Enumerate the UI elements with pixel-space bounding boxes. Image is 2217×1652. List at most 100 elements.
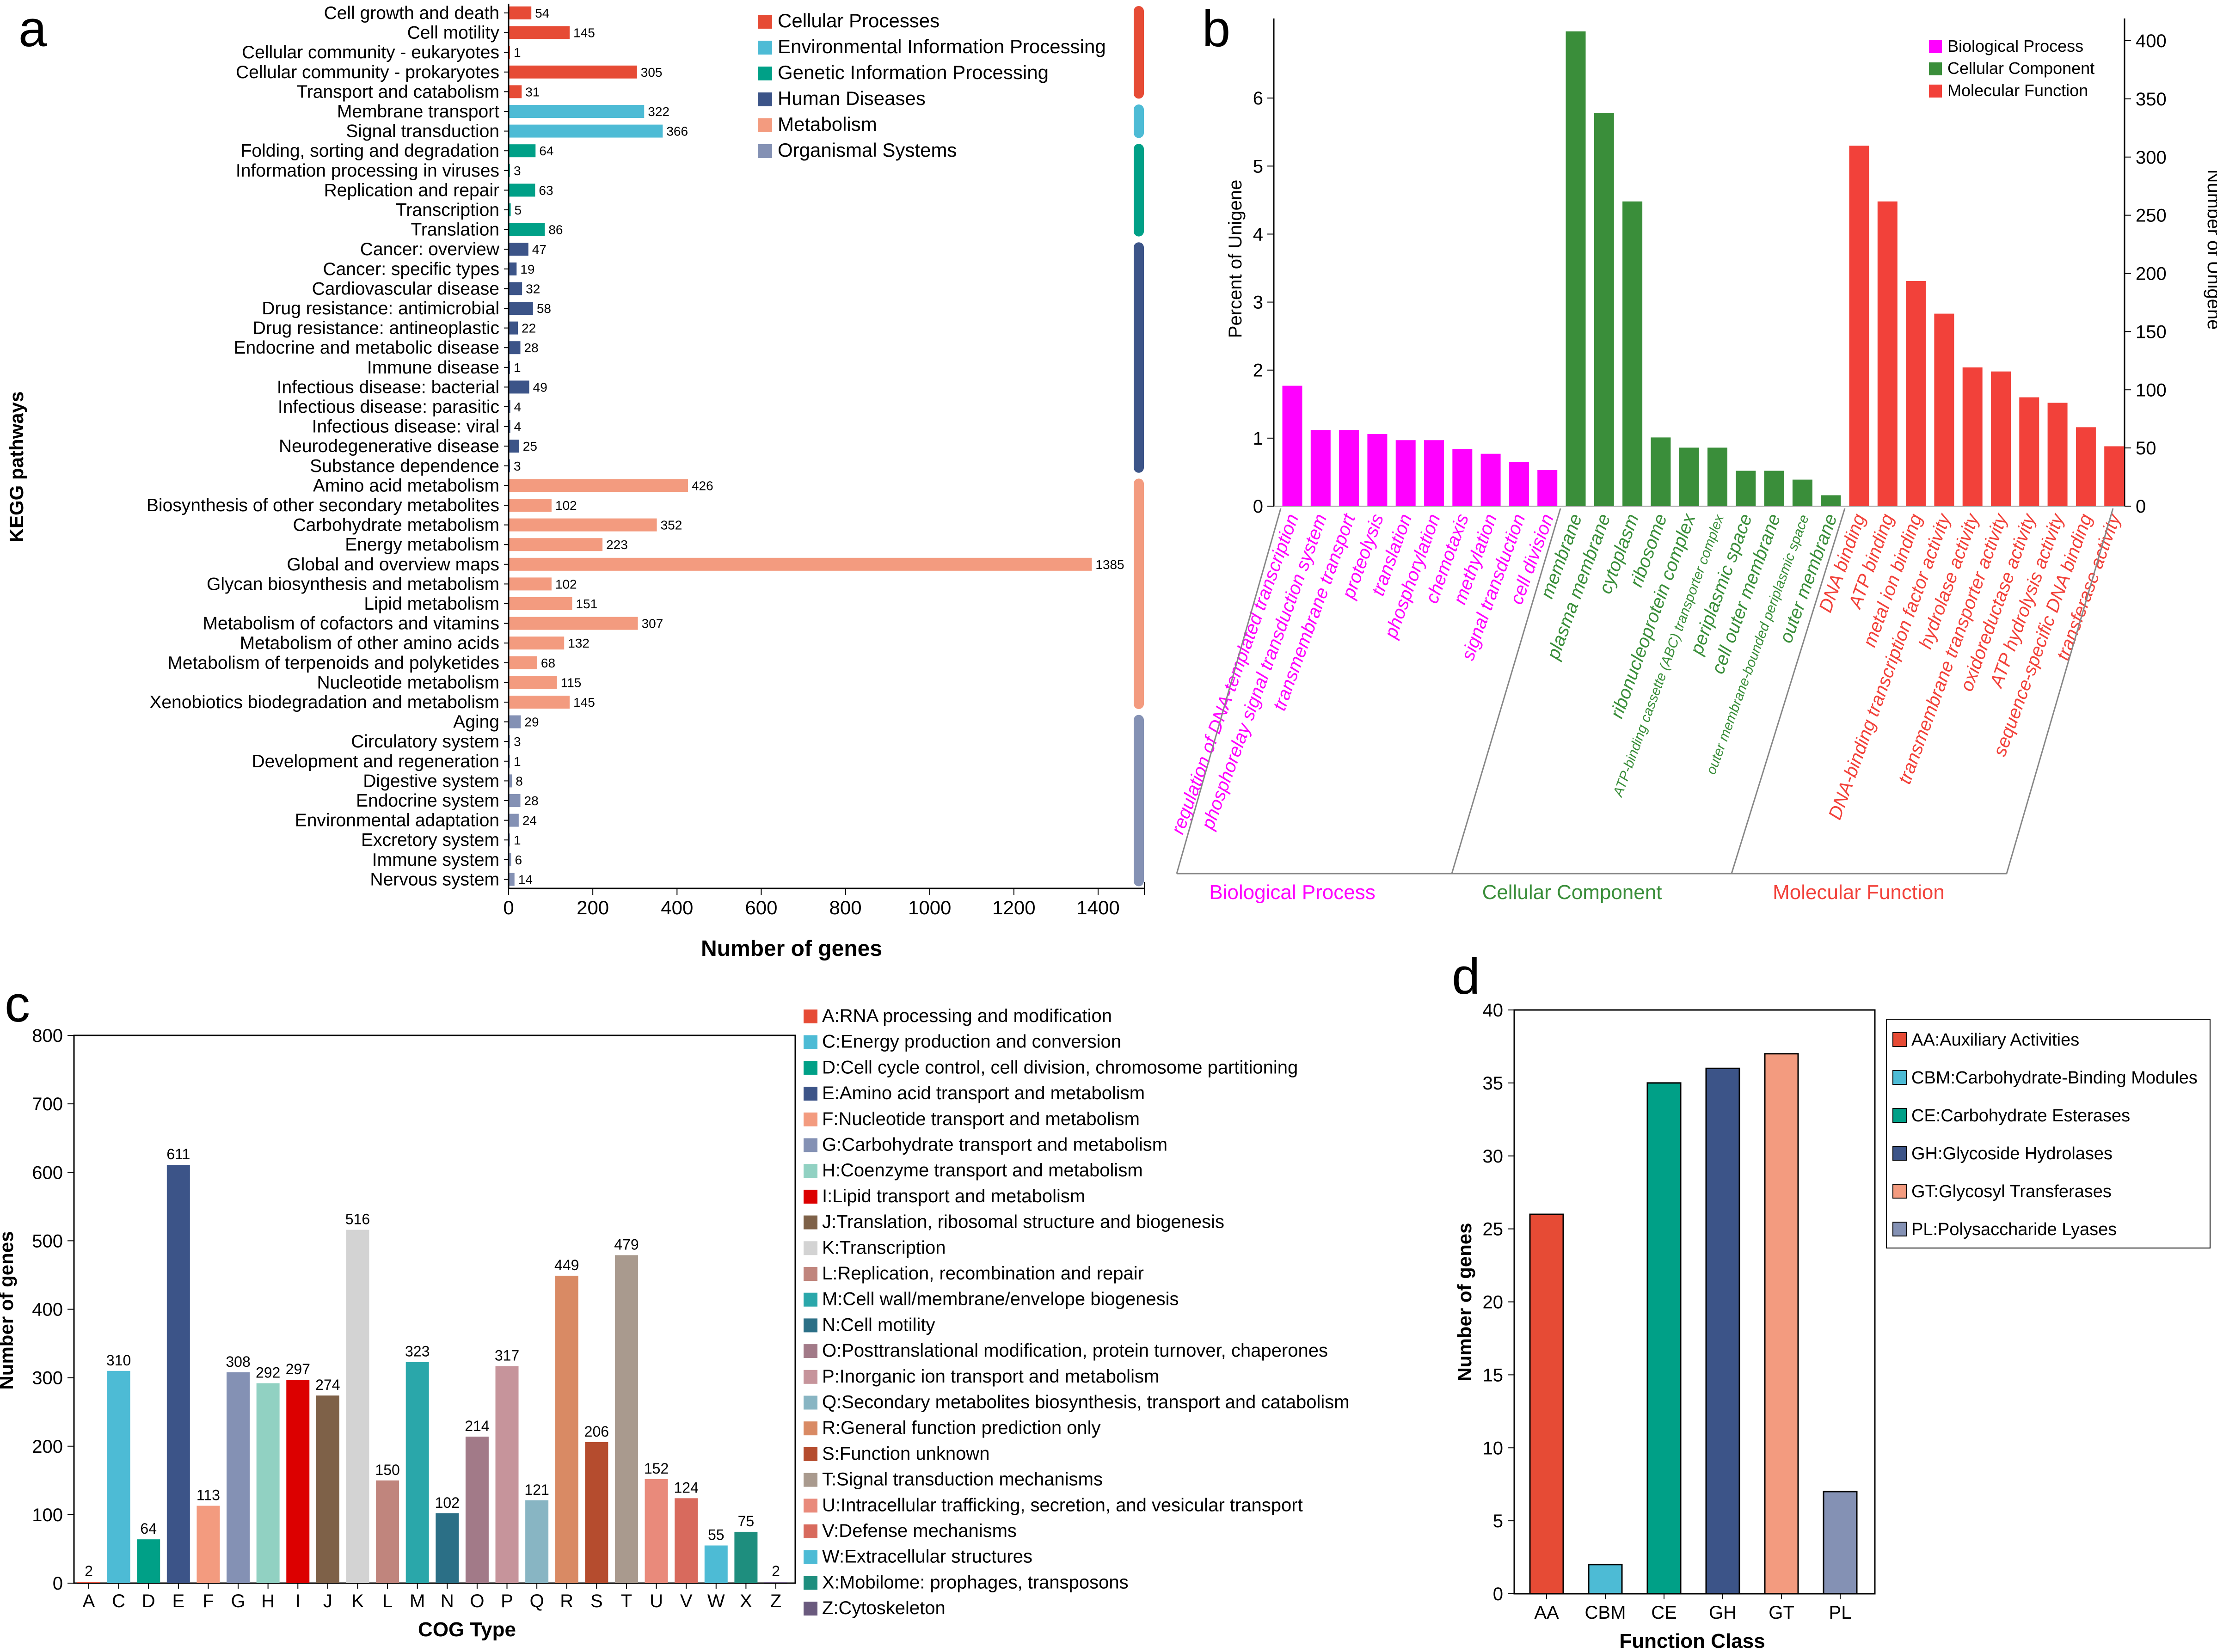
- kegg-category-label: Immune system: [372, 850, 499, 870]
- kegg-bar-value: 68: [541, 656, 555, 670]
- group-divider: [1731, 508, 1846, 874]
- cog-bar: [734, 1531, 758, 1583]
- cog-bar: [465, 1437, 489, 1583]
- go-bar: [1764, 471, 1784, 506]
- legend-label: N:Cell motility: [822, 1315, 935, 1335]
- y-tick-label: 30: [1483, 1146, 1504, 1167]
- y-tick-label: 25: [1483, 1219, 1504, 1240]
- kegg-bar: [509, 656, 537, 669]
- legend-swatch: [1892, 1070, 1907, 1085]
- legend-swatch: [804, 1112, 817, 1126]
- kegg-category-label: Information processing in viruses: [236, 161, 499, 181]
- x-tick-label: X: [740, 1591, 752, 1611]
- kegg-category-label: Global and overview maps: [287, 555, 499, 575]
- legend-label: E:Amino acid transport and metabolism: [822, 1083, 1145, 1103]
- kegg-bar: [509, 380, 529, 394]
- x-tick-label: M: [410, 1591, 425, 1611]
- cog-bar: [137, 1539, 160, 1583]
- legend-label: S:Function unknown: [822, 1444, 989, 1464]
- kegg-category-label: Biosynthesis of other secondary metaboli…: [147, 496, 499, 515]
- x-tick-label: I: [295, 1591, 301, 1611]
- cog-bar-value: 121: [524, 1481, 549, 1498]
- legend-label: GT:Glycosyl Transferases: [1911, 1182, 2112, 1201]
- group-divider: [1176, 508, 1282, 874]
- kegg-bar-value: 6: [515, 853, 522, 867]
- x-tick-label: S: [590, 1591, 603, 1611]
- legend-swatch: [804, 1138, 817, 1152]
- right-tick-label: 150: [2136, 322, 2167, 342]
- kegg-bar: [509, 617, 638, 630]
- group-strip: [1134, 478, 1144, 709]
- kegg-bar: [509, 518, 657, 532]
- group-strip: [1134, 242, 1144, 473]
- kegg-bar-value: 3: [514, 164, 521, 178]
- legend-swatch: [804, 1499, 817, 1513]
- kegg-category-label: Metabolism of cofactors and vitamins: [203, 614, 499, 634]
- x-tick-label: 400: [661, 897, 693, 918]
- cog-bar: [376, 1480, 399, 1583]
- cog-bar: [107, 1371, 130, 1583]
- kegg-category-label: Circulatory system: [351, 732, 499, 752]
- legend-label: W:Extracellular structures: [822, 1547, 1032, 1567]
- kegg-bar: [509, 696, 570, 709]
- go-bar: [1282, 385, 1302, 506]
- go-bar: [1962, 367, 1983, 506]
- legend-swatch: [1892, 1146, 1907, 1161]
- legend-swatch: [758, 67, 772, 80]
- legend-label: Genetic Information Processing: [778, 61, 1049, 83]
- legend-label: Z:Cytoskeleton: [822, 1598, 946, 1618]
- x-tick-label: O: [470, 1591, 484, 1611]
- cog-bar-value: 102: [435, 1494, 460, 1511]
- legend-swatch: [804, 1215, 817, 1230]
- cazy-chart: 0 5 10 15 20 25 30 35 40 Number of genes Function …: [1454, 1000, 2211, 1652]
- kegg-bar: [509, 341, 521, 355]
- cog-bar: [495, 1366, 519, 1583]
- kegg-bar: [509, 124, 663, 138]
- legend-label: A:RNA processing and modification: [822, 1006, 1112, 1026]
- y-tick-label: 100: [32, 1505, 63, 1525]
- right-tick-label: 0: [2136, 496, 2146, 517]
- go-bar: [2047, 403, 2068, 506]
- kegg-category-label: Energy metabolism: [345, 535, 499, 555]
- go-bar: [1934, 313, 1954, 506]
- legend-swatch: [1892, 1184, 1907, 1199]
- kegg-bar: [509, 499, 552, 512]
- kegg-bar: [509, 144, 536, 158]
- kegg-bar: [509, 636, 565, 650]
- right-tick-label: 200: [2136, 264, 2167, 284]
- cazy-bar: [1646, 1082, 1682, 1595]
- legend-label: PL:Polysaccharide Lyases: [1911, 1220, 2117, 1239]
- cog-bar: [675, 1498, 698, 1583]
- x-tick-label: CE: [1651, 1603, 1677, 1623]
- x-tick-label: F: [203, 1591, 214, 1611]
- left-tick-label: 3: [1253, 293, 1263, 313]
- cog-bar: [227, 1372, 250, 1583]
- y-tick-label: 40: [1483, 1000, 1504, 1021]
- legend-swatch: [758, 92, 772, 106]
- y-tick-label: 5: [1493, 1511, 1503, 1531]
- kegg-bar-value: 322: [648, 104, 669, 119]
- y-tick-label: 800: [32, 1026, 63, 1046]
- x-tick-label: 600: [745, 897, 777, 918]
- kegg-category-label: Cell motility: [407, 23, 500, 43]
- cog-bar: [555, 1275, 578, 1583]
- kegg-bar-value: 31: [525, 85, 540, 99]
- kegg-bar: [509, 65, 637, 79]
- right-tick-label: 300: [2136, 147, 2167, 168]
- group-label: Biological Process: [1209, 881, 1376, 904]
- kegg-bar: [509, 6, 532, 19]
- legend-label: O:Posttranslational modification, protei…: [822, 1340, 1328, 1361]
- go-bar: [1566, 31, 1586, 506]
- cog-bar: [316, 1395, 339, 1583]
- cog-bar-value: 150: [375, 1462, 399, 1478]
- legend-swatch: [804, 1010, 817, 1023]
- legend-swatch: [804, 1473, 817, 1487]
- legend-label: J:Translation, ribosomal structure and b…: [822, 1212, 1224, 1232]
- kegg-bar-value: 102: [555, 577, 577, 591]
- left-tick-label: 5: [1253, 156, 1263, 177]
- kegg-bar: [509, 873, 515, 886]
- cog-bar-value: 479: [614, 1236, 639, 1253]
- kegg-bar: [509, 479, 688, 492]
- kegg-category-label: Glycan biosynthesis and metabolism: [207, 574, 499, 594]
- x-tick-label: 1200: [992, 897, 1035, 918]
